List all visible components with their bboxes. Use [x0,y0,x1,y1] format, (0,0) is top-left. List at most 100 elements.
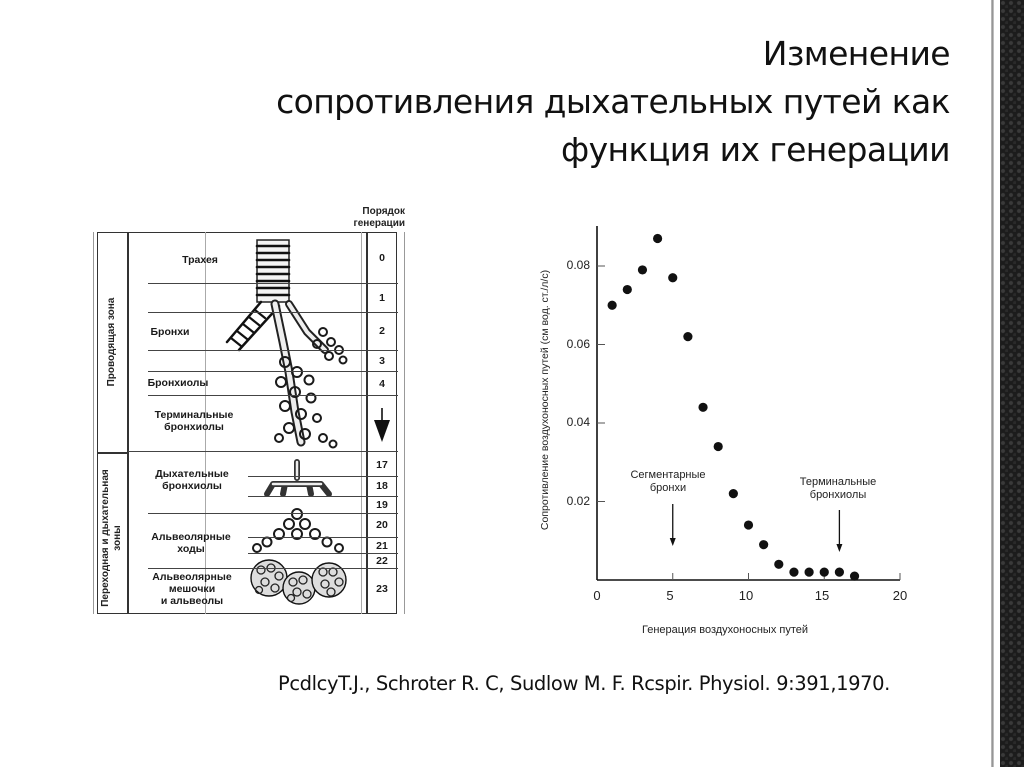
generation-number: 18 [376,480,388,492]
row-divider [248,537,398,539]
data-point [743,520,754,530]
generation-order-header: Порядок генерации [325,206,405,230]
data-point [849,571,860,581]
data-point [728,489,738,499]
annotation-segmental-bronchi: Сегментарные бронхи [618,469,718,495]
label-line: и альвеолы [160,595,224,607]
data-point [622,284,632,295]
data-point [713,441,723,452]
table-frame [97,232,397,614]
slide-edge-line [991,0,994,767]
zone-label-transitional: Переходная и дыхательная зоны [100,458,124,618]
label-respiratory-bronchioles: Дыхательные бронхиолы [140,468,244,492]
label-alveolar-sacs: Альвеолярные мешочки и альвеолы [140,571,244,607]
x-tick-label: 20 [892,588,908,603]
generation-number: 0 [379,252,385,264]
zone-label-line-1: Переходная и дыхательная [100,469,111,607]
generation-number: 17 [376,459,388,471]
label-terminal-bronchioles: Терминальные бронхиолы [140,409,248,433]
row-divider [248,553,398,555]
row-divider [148,513,398,515]
generation-number: 20 [376,519,388,531]
zone-label-conducting: Проводящая зона [106,297,117,387]
zone-label-line-2: зоны [112,525,123,551]
x-tick-label: 0 [593,588,601,603]
row-divider [128,451,398,453]
airway-tree-illustration [225,239,348,605]
row-divider [248,496,398,498]
citation: PcdlcyT.J., Schroter R. C, Sudlow M. F. … [278,672,890,695]
row-divider [148,395,398,397]
y-tick-label: 0.06 [566,337,590,351]
generation-number: 19 [376,499,388,511]
generation-number: 1 [379,292,385,304]
resistance-chart: Сопротивление воздухоносных путей (см во… [530,210,920,650]
y-tick-label: 0.02 [566,494,590,508]
label-line: ходы [177,543,205,555]
row-divider [148,283,398,285]
slide-title: Изменение сопротивления дыхательных путе… [250,30,951,174]
row-divider [148,312,398,314]
row-divider [148,568,398,570]
data-point [774,559,784,569]
label-bronchioles: Бронхиолы [147,377,209,389]
annotation-line: бронхи [649,482,687,494]
row-divider [148,371,398,373]
generation-number: 23 [376,583,388,595]
number-column-divider [366,232,368,614]
label-trachea: Трахея [182,254,218,266]
label-line: бронхиолы [164,421,224,433]
y-axis-label: Сопротивление воздухоносных путей (см во… [539,269,551,531]
generation-number: 21 [376,540,388,552]
data-point [698,402,708,412]
chart-plot-area [596,226,901,581]
title-line-3: функция их генерации [560,130,951,169]
arrow-head-icon [836,544,843,552]
data-point [804,567,814,577]
data-point [683,332,693,342]
annotation-terminal-bronchioles: Терминальные бронхиолы [788,476,888,502]
label-bronchi: Бронхи [150,326,190,338]
label-alveolar-ducts: Альвеолярные ходы [138,531,244,555]
arrow-head-icon [669,538,676,546]
generation-number: 4 [379,378,385,390]
label-line: Альвеолярные [152,571,232,583]
data-point [834,567,844,577]
x-tick-label: 5 [666,588,674,603]
data-point [789,567,799,577]
generation-number: 3 [379,355,385,367]
annotation-line: бронхиолы [809,489,867,501]
table-outer-border [93,232,405,614]
data-point [819,567,829,577]
title-line-1: Изменение [762,34,951,73]
data-point [759,540,769,550]
row-divider [248,476,398,478]
title-line-2: сопротивления дыхательных путей как [276,82,951,121]
image-frame [205,232,362,614]
label-line: Терминальные [154,409,234,421]
x-tick-label: 15 [814,588,830,603]
annotation-line: Терминальные [799,476,877,488]
zone-separator [97,452,128,454]
annotation-line: Сегментарные [630,469,706,481]
data-point [607,300,617,310]
label-line: бронхиолы [162,480,222,492]
down-arrow-icon [374,408,390,442]
airway-generations-diagram: Порядок генерации [0,0,420,640]
header-line-2: генерации [353,218,405,229]
data-point [637,265,648,275]
zone-column-divider [127,232,129,614]
x-axis-label: Генерация воздухоносных путей [642,624,809,636]
data-point [653,233,663,244]
label-line: мешочки [168,583,216,595]
label-line: Альвеолярные [151,531,231,543]
generation-number: 2 [379,325,385,337]
y-tick-label: 0.08 [566,258,590,272]
slide-edge-decoration [1000,0,1024,767]
row-divider [148,350,398,352]
y-tick-label: 0.04 [566,415,590,429]
data-point [668,273,678,283]
x-tick-label: 10 [738,588,754,603]
label-line: Дыхательные [155,468,229,480]
generation-number: 22 [376,555,388,567]
